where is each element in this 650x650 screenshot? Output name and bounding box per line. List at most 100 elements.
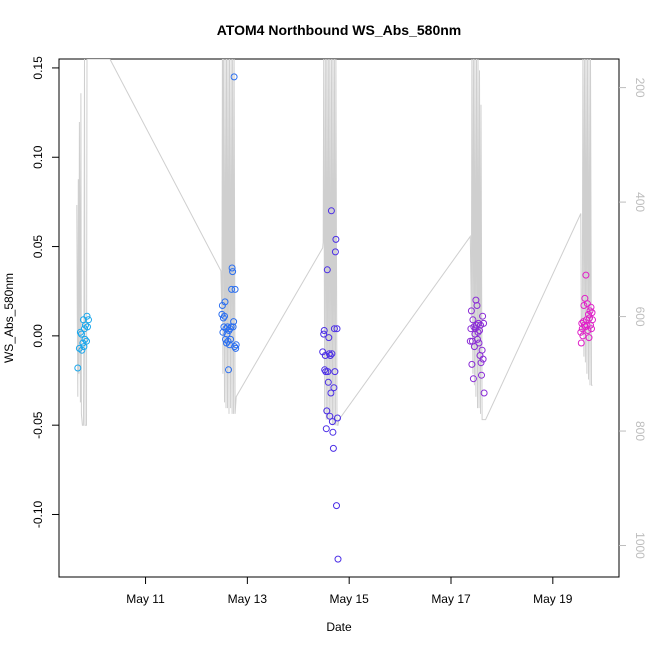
data-point-s3-25 [479, 355, 487, 363]
data-point-s1-28 [232, 341, 240, 349]
data-point-s1-20 [228, 264, 236, 272]
right-tick-label: 800 [633, 421, 647, 441]
y-axis-label: WS_Abs_580nm [2, 273, 16, 363]
y-tick-label: -0.10 [31, 501, 45, 529]
data-point-s0-3 [77, 330, 85, 338]
chart-title: ATOM4 Northbound WS_Abs_580nm [217, 22, 462, 38]
data-point-s3-3 [468, 360, 476, 368]
data-point-s3-5 [469, 316, 477, 324]
x-tick-label: May 17 [431, 592, 471, 606]
data-point-s1-25 [231, 343, 239, 351]
right-tick-label: 1000 [633, 532, 647, 559]
data-point-s4-23 [589, 316, 596, 324]
data-point-s2-26 [333, 502, 340, 510]
data-point-s1-22 [229, 323, 237, 331]
right-tick-label: 400 [633, 192, 647, 212]
data-point-s4-10 [582, 271, 590, 279]
data-point-s0-5 [79, 339, 87, 347]
x-tick-label: May 13 [228, 592, 268, 606]
data-point-s2-10 [324, 378, 332, 386]
data-point-s2-24 [331, 248, 339, 256]
data-point-s0-12 [83, 312, 91, 320]
data-point-s2-23 [331, 368, 339, 376]
y-tick-label: 0.10 [31, 145, 45, 169]
data-point-s1-21 [229, 268, 237, 276]
data-point-s2-15 [327, 389, 335, 397]
y-tick-label: 0.05 [31, 235, 45, 259]
data-point-s2-19 [329, 428, 337, 436]
data-point-s2-22 [330, 325, 338, 333]
plot-frame [58, 58, 620, 578]
data-point-s1-23 [230, 318, 238, 326]
x-tick-label: May 11 [126, 592, 165, 606]
data-point-s4-6 [580, 302, 588, 309]
y-axis: -0.10 -0.05 0.00 0.05 0.10 0.15 [31, 56, 59, 528]
data-point-s2-9 [324, 368, 332, 376]
data-point-s4-20 [587, 303, 595, 311]
x-axis: May 11 May 13 May 15 May 17 May 19 [126, 577, 573, 606]
x-tick-label: May 19 [533, 592, 573, 606]
data-point-s3-16 [475, 319, 482, 327]
data-point-s3-13 [473, 302, 481, 309]
data-point-s2-20 [329, 444, 337, 452]
data-point-s4-0 [577, 328, 585, 336]
data-point-s2-29 [334, 555, 342, 563]
y-axis-right: 200 400 600 800 1000 [619, 78, 647, 559]
data-point-s3-8 [470, 343, 478, 351]
data-point-s0-10 [82, 321, 89, 329]
data-point-s3-27 [480, 389, 488, 397]
points-layer [74, 73, 596, 563]
data-point-s0-9 [81, 335, 89, 343]
x-tick-label: May 15 [330, 592, 370, 606]
right-tick-label: 200 [633, 78, 647, 98]
data-point-s4-4 [579, 332, 587, 340]
data-point-s4-21 [588, 325, 595, 333]
data-point-s3-2 [467, 307, 475, 315]
data-point-s0-14 [85, 316, 92, 324]
data-point-s2-13 [326, 412, 334, 420]
data-point-s2-14 [326, 352, 334, 359]
data-point-s3-26 [480, 319, 488, 327]
data-point-s2-18 [328, 418, 336, 426]
data-point-s4-18 [586, 307, 594, 315]
data-point-s4-22 [588, 309, 596, 317]
data-point-s4-1 [577, 339, 585, 347]
data-point-s2-7 [323, 407, 331, 415]
data-point-s3-21 [477, 359, 485, 367]
data-point-s0-13 [84, 323, 91, 331]
data-point-s3-14 [474, 335, 481, 343]
data-point-s2-16 [327, 207, 335, 215]
x-axis-label: Date [326, 620, 352, 634]
data-point-s0-7 [80, 343, 88, 351]
data-point-s4-16 [585, 334, 593, 342]
data-point-s1-4 [220, 323, 228, 331]
data-point-s4-15 [585, 310, 592, 318]
data-point-s0-11 [83, 337, 90, 345]
data-point-s1-13 [225, 366, 232, 374]
data-point-s2-27 [333, 325, 341, 333]
data-point-s3-23 [478, 346, 486, 354]
y-tick-label: 0.15 [31, 56, 45, 80]
y-tick-label: -0.05 [31, 411, 45, 439]
data-point-s3-24 [479, 312, 487, 320]
data-point-s2-1 [320, 330, 328, 338]
data-point-s3-12 [473, 321, 480, 329]
data-point-s0-0 [74, 364, 82, 372]
data-point-s1-6 [221, 298, 229, 306]
y-tick-label: 0.00 [31, 324, 45, 348]
data-point-s2-2 [320, 327, 328, 334]
data-point-s1-5 [221, 312, 228, 320]
data-point-s2-8 [323, 266, 331, 274]
data-point-s1-24 [230, 73, 238, 81]
data-point-s2-21 [330, 384, 338, 392]
line-layer [76, 59, 593, 426]
data-point-s2-28 [334, 414, 341, 422]
right-tick-label: 600 [633, 307, 647, 327]
data-point-s0-4 [78, 346, 86, 354]
data-point-s1-19 [228, 285, 236, 293]
data-point-s3-22 [478, 371, 485, 379]
data-point-s1-3 [219, 314, 227, 322]
data-point-s1-14 [225, 327, 233, 334]
data-point-s1-26 [231, 285, 239, 293]
